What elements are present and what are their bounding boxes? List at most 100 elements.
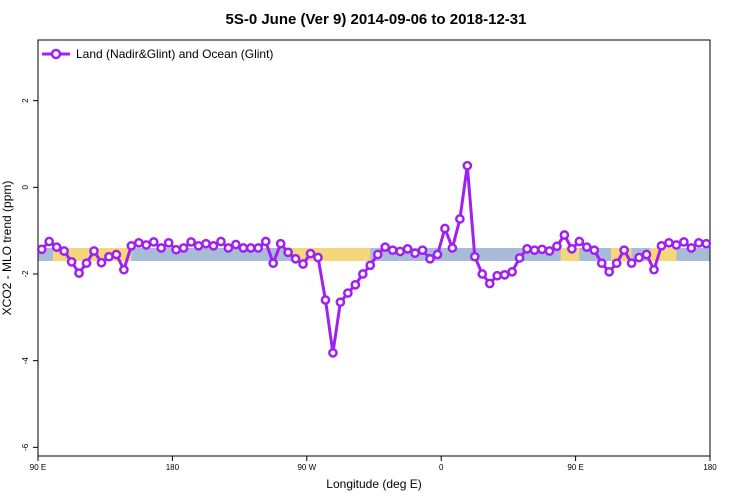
data-point [440,223,450,234]
data-point [574,236,585,247]
data-point [81,258,92,269]
data-point [313,252,323,263]
data-point [223,243,234,253]
x-tick-label: 90 W [297,463,316,472]
data-point [484,278,495,289]
data-point [693,237,704,248]
y-axis-label: XCO2 - MLO trend (ppm) [0,181,14,316]
data-point [141,240,152,250]
data-point [275,238,286,249]
data-point [283,247,293,258]
data-point [499,270,510,280]
data-point [372,249,383,260]
data-point [96,257,107,268]
chart-title: 5S-0 June (Ver 9) 2014-09-06 to 2018-12-… [225,11,526,28]
data-point [163,237,174,248]
data-point [656,240,667,251]
data-point [305,248,316,259]
data-point [104,251,114,262]
data-point [537,244,547,255]
data-point [335,297,346,308]
data-point [544,246,555,256]
data-point [432,249,443,260]
data-point [380,242,391,252]
data-point [290,253,301,264]
data-point [447,243,458,253]
data-point [679,237,689,247]
data-point [634,252,644,263]
data-point [328,348,338,358]
data-point [74,268,84,278]
data-point [455,214,465,224]
data-point [567,244,577,254]
data-point [559,230,570,240]
axis-ticks: 90 E 180 90 W 0 90 E 180 -6 -4 -2 0 2 [21,98,717,472]
data-point [619,245,629,256]
data-point [664,237,674,248]
data-point [626,258,637,269]
data-point [193,240,204,251]
data-point [268,258,279,269]
data-point [514,253,525,263]
data-point [231,239,241,250]
data-point [462,160,473,171]
legend-entry-label: Land (Nadir&Glint) and Ocean (Glint) [76,47,273,61]
data-point [186,237,196,247]
data-point [410,248,420,259]
data-point [552,241,562,252]
data-point [477,269,488,279]
data-point [402,244,413,254]
data-point [350,279,361,290]
data-point [201,238,211,249]
data-point [111,249,122,260]
data-point [581,242,592,252]
data-point [133,237,144,248]
data-point [253,243,264,253]
data-point [387,245,398,256]
data-point [343,288,353,298]
land-band-segment [291,248,371,261]
data-point [611,258,622,269]
data-point [469,251,480,262]
data-point [156,243,167,253]
data-point [51,242,62,252]
x-tick-label: 90 E [567,463,583,472]
data-point [178,243,189,253]
data-point [260,236,271,247]
x-tick-label: 0 [439,463,444,472]
data-point [119,264,129,275]
data-point [522,244,532,254]
data-point [395,246,405,257]
data-point [492,270,503,281]
data-point [126,240,137,251]
data-point [604,266,615,277]
legend: Land (Nadir&Glint) and Ocean (Glint) [42,47,273,61]
x-tick-label: 90 E [30,463,46,472]
data-point [320,295,331,305]
data-point [701,238,712,249]
data-point [641,249,652,260]
series-layer [36,160,712,358]
data-point [686,243,697,253]
y-tick-label: 0 [21,185,30,190]
data-point [148,237,159,247]
data-point [357,269,368,279]
data-point [59,246,69,256]
y-tick-label: -2 [21,270,30,278]
x-axis-label: Longitude (deg E) [326,477,421,491]
data-point [425,253,435,264]
data-point [245,243,256,253]
y-tick-label: 2 [21,98,30,103]
data-point [171,244,181,255]
data-point [529,245,540,256]
x-tick-label: 180 [703,463,717,472]
data-point [649,264,659,275]
data-point [589,245,600,256]
data-point [671,240,682,250]
y-tick-label: -4 [21,357,30,365]
data-point [365,260,376,271]
data-point [66,257,77,267]
data-point [44,236,55,247]
data-point [298,259,308,269]
